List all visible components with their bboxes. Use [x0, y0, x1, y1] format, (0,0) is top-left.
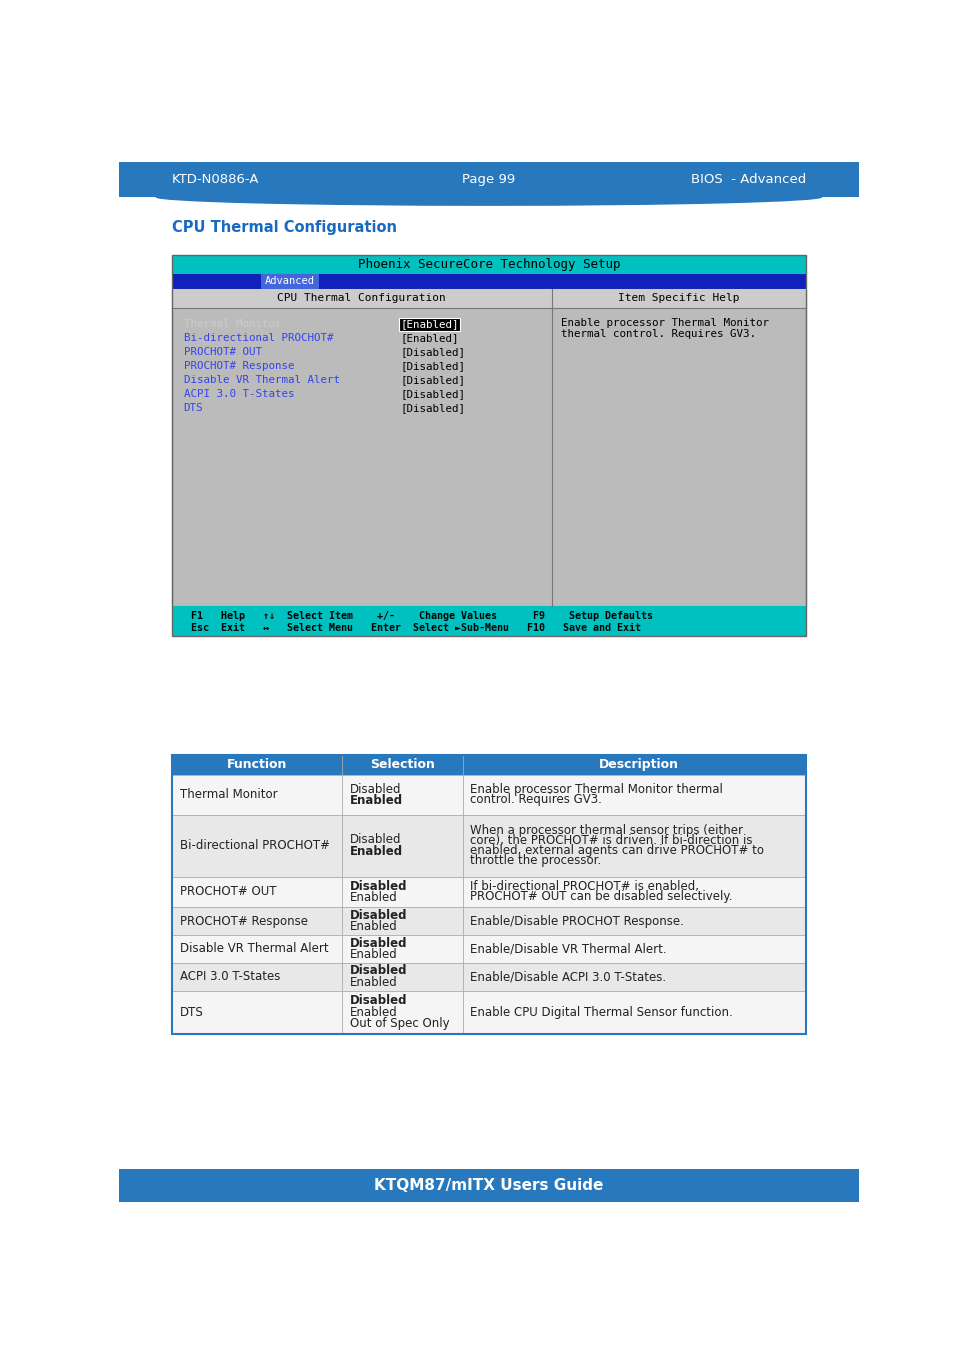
Bar — [119, 162, 858, 197]
Bar — [172, 606, 805, 636]
Text: Disabled: Disabled — [350, 909, 407, 922]
Text: Enabled: Enabled — [350, 1006, 397, 1019]
Text: PROCHOT# Response: PROCHOT# Response — [179, 915, 308, 927]
Text: [Disabled]: [Disabled] — [400, 389, 465, 398]
Text: thermal control. Requires GV3.: thermal control. Requires GV3. — [560, 329, 755, 339]
Bar — [172, 936, 805, 963]
Text: PROCHOT# Response: PROCHOT# Response — [183, 360, 294, 371]
Text: Disable VR Thermal Alert: Disable VR Thermal Alert — [179, 942, 328, 956]
Text: ACPI 3.0 T-States: ACPI 3.0 T-States — [183, 389, 294, 398]
Text: Description: Description — [598, 759, 679, 771]
Text: control. Requires GV3.: control. Requires GV3. — [470, 794, 601, 806]
Text: Enabled: Enabled — [350, 891, 397, 904]
Bar — [172, 876, 805, 907]
Bar — [119, 1169, 858, 1202]
Text: Disabled: Disabled — [350, 964, 407, 977]
Text: Thermal Monitor: Thermal Monitor — [183, 320, 281, 329]
Text: Bi-directional PROCHOT#: Bi-directional PROCHOT# — [183, 333, 333, 343]
Text: [Enabled]: [Enabled] — [400, 333, 458, 343]
Text: Enable processor Thermal Monitor: Enable processor Thermal Monitor — [560, 319, 768, 328]
Text: Out of Spec Only: Out of Spec Only — [350, 1017, 450, 1030]
Text: [Enabled]: [Enabled] — [400, 320, 458, 329]
Text: [Disabled]: [Disabled] — [400, 347, 465, 358]
Text: Enable processor Thermal Monitor thermal: Enable processor Thermal Monitor thermal — [470, 783, 722, 796]
Text: PROCHOT# OUT can be disabled selectively.: PROCHOT# OUT can be disabled selectively… — [470, 891, 732, 903]
Text: Function: Function — [227, 759, 287, 771]
Text: KTD-N0886-A: KTD-N0886-A — [172, 173, 259, 186]
Text: Advanced: Advanced — [265, 277, 314, 286]
Bar — [172, 289, 805, 308]
Text: Enabled: Enabled — [350, 845, 403, 859]
Text: Selection: Selection — [370, 759, 435, 771]
Text: core), the PROCHOT# is driven. If bi-direction is: core), the PROCHOT# is driven. If bi-dir… — [470, 834, 752, 848]
Text: ACPI 3.0 T-States: ACPI 3.0 T-States — [179, 971, 280, 983]
Text: Item Specific Help: Item Specific Help — [618, 293, 739, 304]
Text: Enabled: Enabled — [350, 921, 397, 933]
Text: Esc  Exit   ↔   Select Menu   Enter  Select ►Sub-Menu   F10   Save and Exit: Esc Exit ↔ Select Menu Enter Select ►Sub… — [192, 622, 640, 633]
Text: Disable VR Thermal Alert: Disable VR Thermal Alert — [183, 375, 339, 385]
Text: KTQM87/mITX Users Guide: KTQM87/mITX Users Guide — [374, 1177, 603, 1193]
Bar — [172, 255, 805, 274]
Text: [Disabled]: [Disabled] — [400, 360, 465, 371]
Bar — [172, 289, 805, 606]
Text: F1   Help   ↑↓  Select Item    +/-    Change Values      F9    Setup Defaults: F1 Help ↑↓ Select Item +/- Change Values… — [192, 610, 653, 621]
Text: Thermal Monitor: Thermal Monitor — [179, 788, 277, 802]
Text: Enable/Disable ACPI 3.0 T-States.: Enable/Disable ACPI 3.0 T-States. — [470, 971, 666, 983]
Text: CPU Thermal Configuration: CPU Thermal Configuration — [172, 220, 396, 235]
Text: Disabled: Disabled — [350, 880, 407, 892]
Bar — [172, 255, 805, 636]
Bar — [172, 775, 805, 815]
Text: When a processor thermal sensor trips (either: When a processor thermal sensor trips (e… — [470, 825, 742, 837]
Ellipse shape — [155, 189, 821, 207]
Text: Phoenix SecureCore Technology Setup: Phoenix SecureCore Technology Setup — [357, 258, 619, 271]
Bar — [172, 274, 805, 289]
Text: Bi-directional PROCHOT#: Bi-directional PROCHOT# — [179, 840, 330, 852]
Bar — [172, 991, 805, 1034]
Text: Disabled: Disabled — [350, 994, 407, 1007]
Text: Enable/Disable PROCHOT Response.: Enable/Disable PROCHOT Response. — [470, 915, 683, 927]
Bar — [172, 963, 805, 991]
Text: Enable/Disable VR Thermal Alert.: Enable/Disable VR Thermal Alert. — [470, 942, 666, 956]
Text: Disabled: Disabled — [350, 833, 401, 846]
Bar — [172, 755, 805, 1034]
Bar — [172, 755, 805, 775]
Text: DTS: DTS — [183, 402, 203, 413]
Bar — [172, 815, 805, 876]
Text: Page 99: Page 99 — [462, 173, 515, 186]
Text: CPU Thermal Configuration: CPU Thermal Configuration — [277, 293, 446, 304]
Text: PROCHOT# OUT: PROCHOT# OUT — [183, 347, 261, 358]
Text: Enable CPU Digital Thermal Sensor function.: Enable CPU Digital Thermal Sensor functi… — [470, 1006, 732, 1019]
Text: Disabled: Disabled — [350, 937, 407, 949]
Text: PROCHOT# OUT: PROCHOT# OUT — [179, 886, 276, 899]
Text: Enabled: Enabled — [350, 794, 403, 807]
Text: Enabled: Enabled — [350, 976, 397, 990]
Text: DTS: DTS — [179, 1006, 203, 1019]
Bar — [261, 274, 319, 289]
Text: [Disabled]: [Disabled] — [400, 375, 465, 385]
Text: BIOS  - Advanced: BIOS - Advanced — [690, 173, 805, 186]
Text: throttle the processor.: throttle the processor. — [470, 855, 601, 867]
Text: Disabled: Disabled — [350, 783, 401, 795]
Bar — [172, 907, 805, 936]
Text: Enabled: Enabled — [350, 948, 397, 961]
Text: enabled, external agents can drive PROCHOT# to: enabled, external agents can drive PROCH… — [470, 844, 763, 857]
Text: If bi-directional PROCHOT# is enabled,: If bi-directional PROCHOT# is enabled, — [470, 880, 699, 894]
Text: [Disabled]: [Disabled] — [400, 402, 465, 413]
